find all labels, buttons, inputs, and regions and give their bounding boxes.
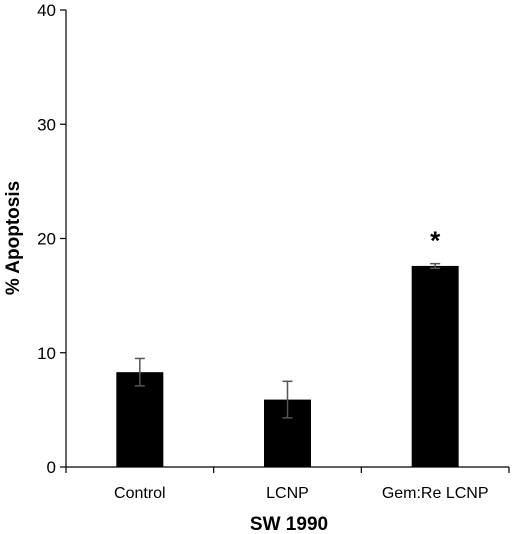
x-tick-label: Gem:Re LCNP: [382, 485, 489, 502]
bar: [411, 265, 459, 467]
x-axis-title: SW 1990: [250, 514, 328, 534]
significance-marker: *: [430, 226, 441, 256]
y-tick-label: 30: [37, 115, 56, 134]
y-tick-label: 20: [37, 230, 56, 249]
y-tick-label: 10: [37, 344, 56, 363]
labels-layer: Control LCNP Gem:Re LCNP * 0 10 20 30 40: [37, 1, 488, 502]
bars-layer: [116, 265, 459, 467]
axes-layer: [60, 9, 510, 473]
y-axis-title: % Apoptosis: [3, 181, 24, 295]
error-bars-layer: [134, 262, 441, 419]
x-tick-label: LCNP: [266, 485, 309, 502]
y-tick-label: 40: [37, 1, 56, 20]
y-tick-label: 0: [47, 458, 56, 477]
bar: [116, 372, 164, 467]
x-tick-label: Control: [114, 485, 166, 502]
